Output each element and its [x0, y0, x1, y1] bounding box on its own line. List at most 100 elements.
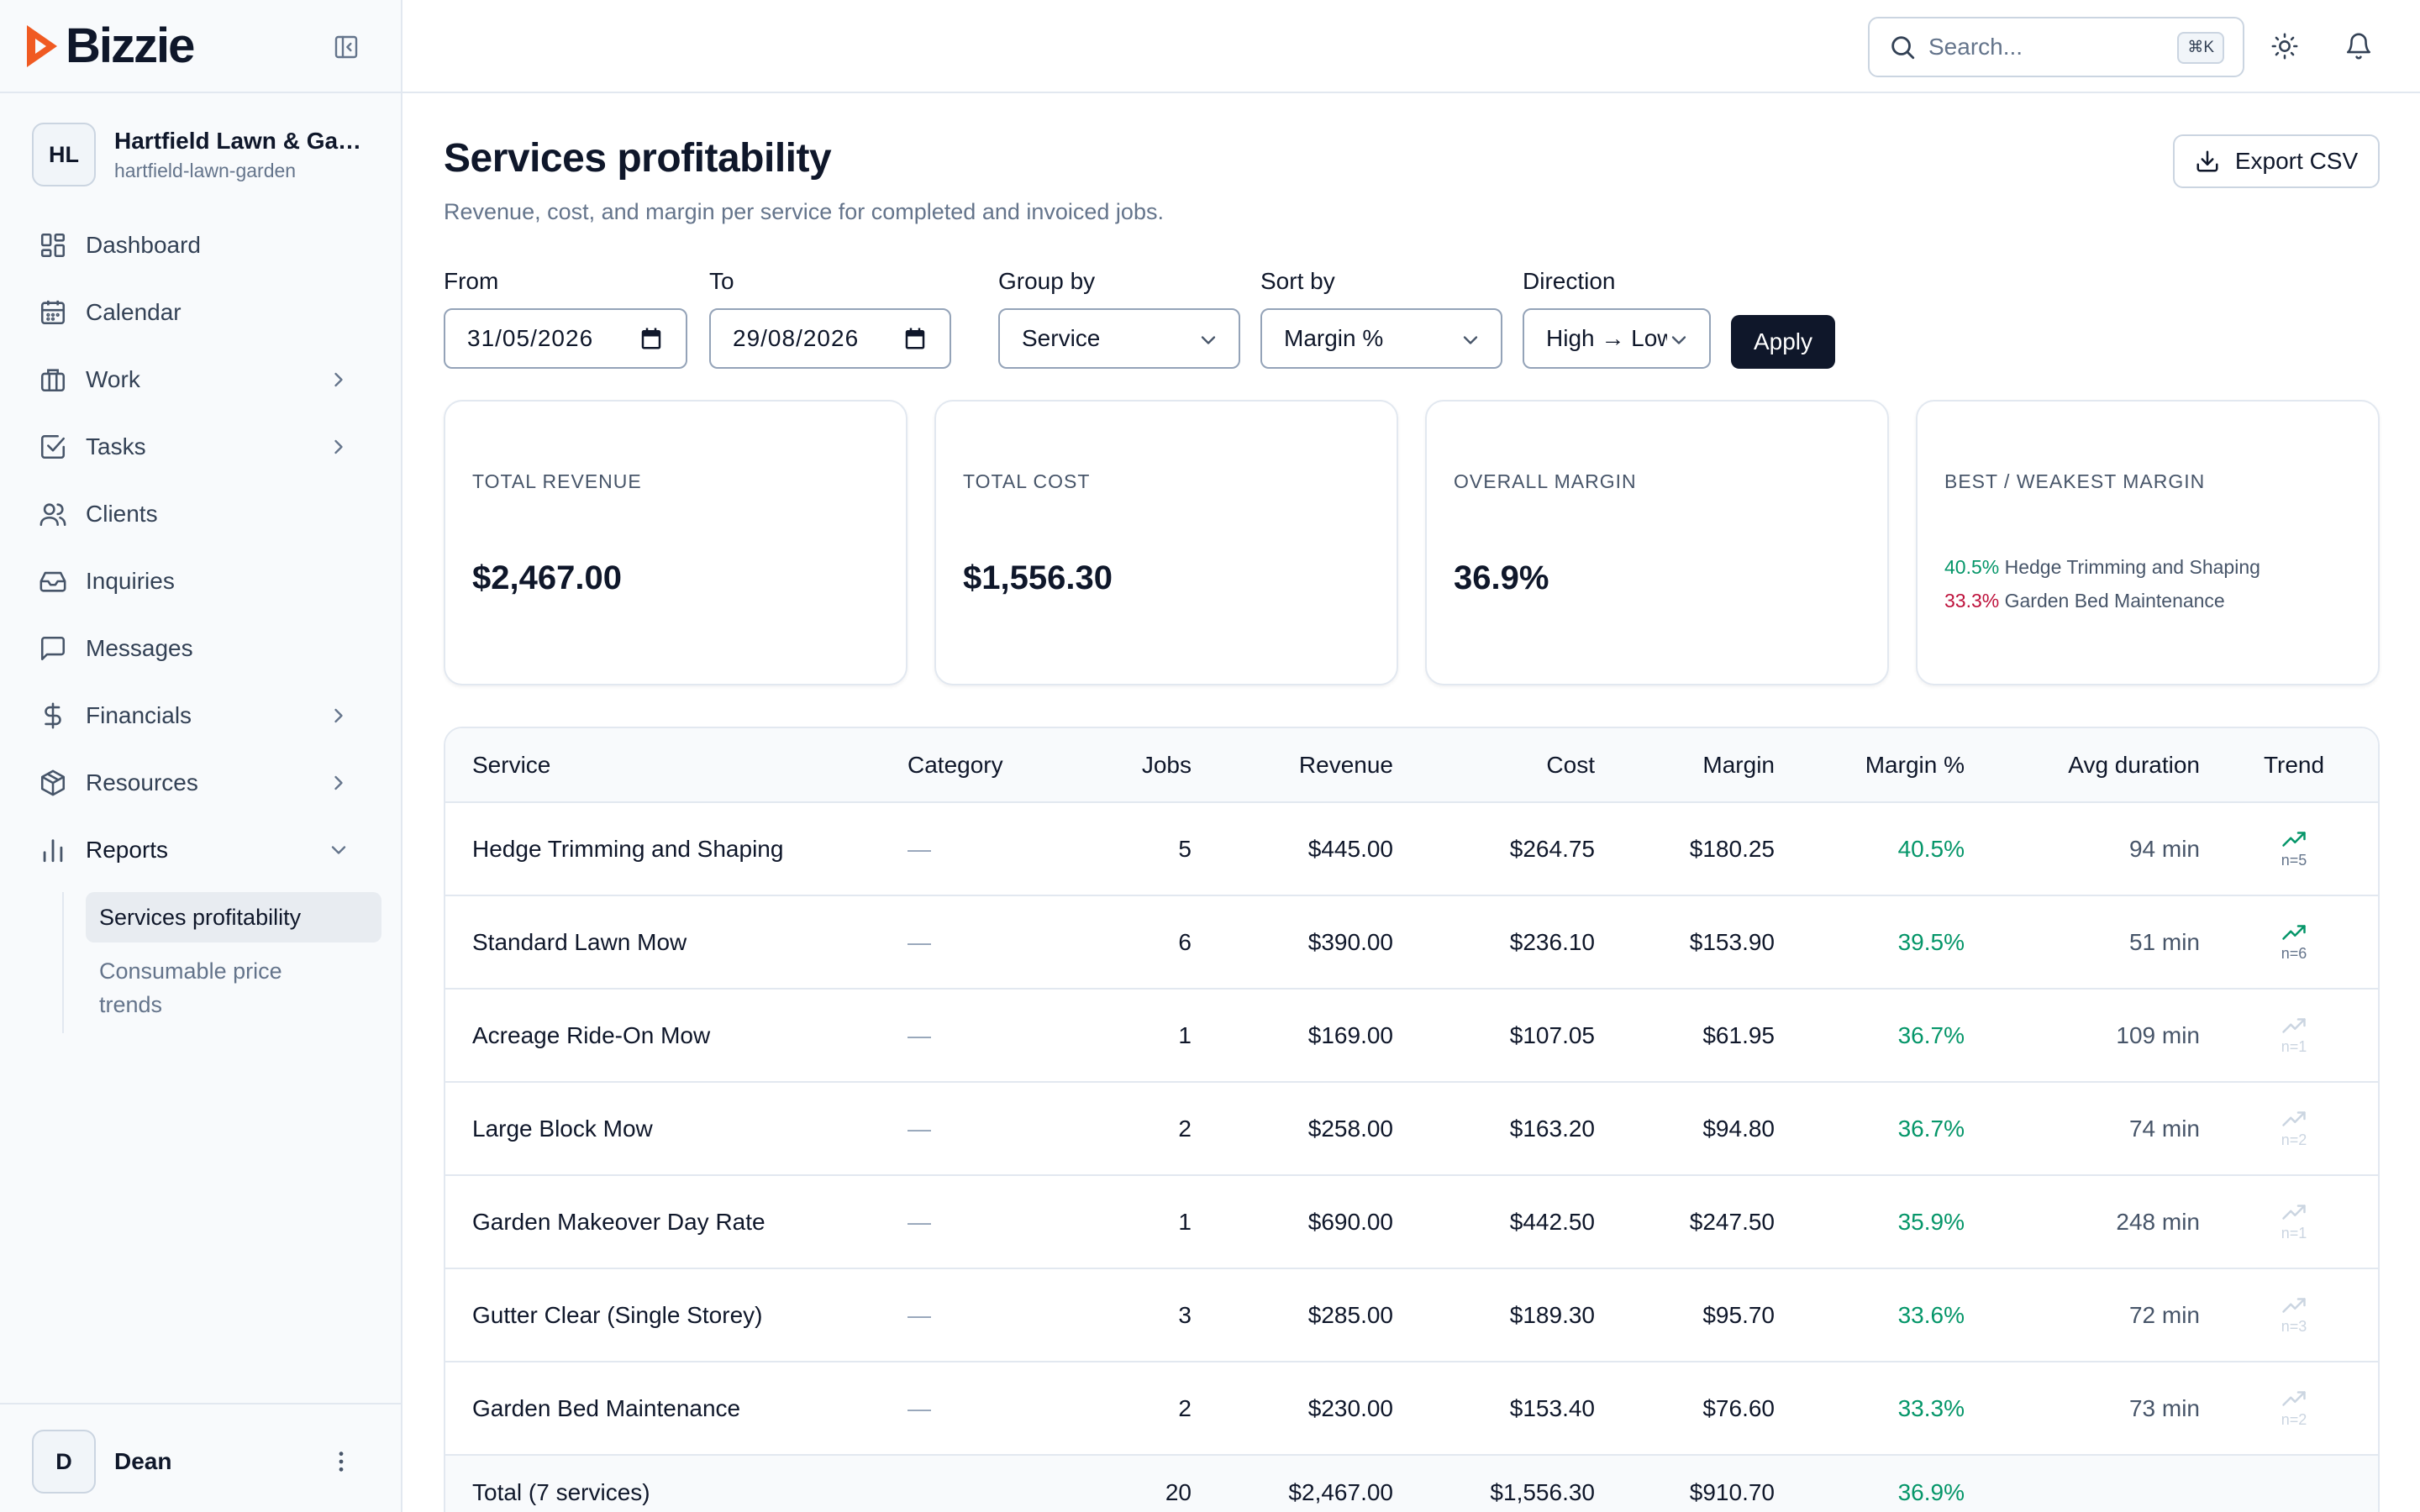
column-header-revenue[interactable]: Revenue [1298, 751, 1393, 778]
subnav-item-consumable-price-trends[interactable]: Consumable price trends [99, 958, 282, 1017]
from-field: From 31/05/2026 [444, 265, 687, 369]
table-row[interactable]: Hedge Trimming and Shaping — 5 $445.00 $… [445, 802, 2378, 895]
page-title: Services profitability [444, 136, 832, 181]
total-margin-pct: 36.9% [1897, 1479, 1965, 1505]
cell-service: Garden Makeover Day Rate [472, 1208, 765, 1235]
card-label: Best / weakest margin [1944, 470, 2206, 492]
from-date-input[interactable]: 31/05/2026 [444, 308, 687, 369]
direction-select[interactable]: High → Low [1523, 308, 1711, 369]
search-box[interactable]: ⌘K [1868, 17, 2244, 77]
table-row[interactable]: Garden Bed Maintenance — 2 $230.00 $153.… [445, 1362, 2378, 1455]
cell-service: Hedge Trimming and Shaping [472, 835, 784, 862]
sidebar-item-messages[interactable]: Messages [25, 615, 382, 682]
trend-indicator: n=2 [2281, 1108, 2307, 1149]
calendar-icon[interactable] [902, 326, 928, 351]
table-row[interactable]: Acreage Ride-On Mow — 1 $169.00 $107.05 … [445, 989, 2378, 1082]
cell-revenue: $390.00 [1307, 928, 1393, 955]
sidebar-item-tasks[interactable]: Tasks [25, 413, 382, 480]
to-label: To [709, 268, 734, 294]
cell-avg-duration: 74 min [2128, 1115, 2200, 1142]
sidebar: Bizzie HL Hartfield Lawn & Garden hartfi… [0, 0, 402, 1512]
sidebar-item-clients[interactable]: Clients [25, 480, 382, 548]
trend-sample-size: n=2 [2281, 1411, 2307, 1428]
sidebar-item-label: Dashboard [86, 232, 201, 258]
cell-margin: $247.50 [1689, 1208, 1775, 1235]
sidebar-item-reports[interactable]: Reports [25, 816, 382, 884]
sidebar-item-inquiries[interactable]: Inquiries [25, 548, 382, 615]
from-date-value: 31/05/2026 [467, 325, 594, 351]
sidebar-item-dashboard[interactable]: Dashboard [25, 212, 382, 279]
cell-jobs: 5 [1178, 835, 1192, 862]
bell-icon[interactable] [2344, 32, 2373, 60]
card-value: $2,467.00 [472, 559, 622, 596]
table-row[interactable]: Large Block Mow — 2 $258.00 $163.20 $94.… [445, 1082, 2378, 1175]
sort-by-select[interactable]: Margin % [1260, 308, 1502, 369]
briefcase-icon [40, 369, 66, 392]
inbox-icon [39, 571, 66, 592]
more-vertical-icon[interactable] [328, 1448, 355, 1475]
best-weakest-margin-card: Best / weakest margin 40.5% Hedge Trimmi… [1916, 400, 2380, 685]
sidebar-item-financials[interactable]: Financials [25, 682, 382, 749]
cell-cost: $236.10 [1509, 928, 1595, 955]
cell-cost: $107.05 [1509, 1021, 1595, 1048]
card-value: $1,556.30 [963, 559, 1113, 596]
user-name: Dean [114, 1448, 172, 1474]
trend-indicator[interactable]: n=5 [2281, 828, 2307, 869]
column-header-category[interactable]: Category [908, 751, 1003, 778]
table-row[interactable]: Garden Makeover Day Rate — 1 $690.00 $44… [445, 1175, 2378, 1268]
org-switcher[interactable]: HL Hartfield Lawn & Garden hartfield-law… [32, 123, 366, 186]
trending-up-icon [2282, 832, 2306, 847]
trend-indicator[interactable]: n=6 [2281, 921, 2307, 963]
cell-category: — [908, 1208, 931, 1235]
cell-margin: $94.80 [1702, 1115, 1775, 1142]
search-shortcut-badge: ⌘K [2177, 32, 2224, 64]
export-csv-button[interactable]: Export CSV [2173, 134, 2380, 188]
sun-icon[interactable] [2270, 32, 2299, 60]
subnav-item-services-profitability[interactable]: Services profitability [86, 892, 381, 942]
org-avatar: HL [32, 123, 96, 186]
users-icon [39, 503, 66, 527]
sort-by-field: Sort by Margin % [1260, 265, 1502, 369]
cell-avg-duration: 109 min [2116, 1021, 2200, 1048]
sidebar-item-work[interactable]: Work [25, 346, 382, 413]
to-date-input[interactable]: 29/08/2026 [709, 308, 951, 369]
group-by-select[interactable]: Service [998, 308, 1240, 369]
column-header-service[interactable]: Service [472, 751, 551, 778]
cell-revenue: $169.00 [1307, 1021, 1393, 1048]
cell-category: — [908, 1394, 931, 1421]
table-row[interactable]: Standard Lawn Mow — 6 $390.00 $236.10 $1… [445, 895, 2378, 989]
column-header-trend[interactable]: Trend [2263, 751, 2325, 778]
cell-category: — [908, 1301, 931, 1328]
cell-margin: $153.90 [1689, 928, 1775, 955]
bizzie-logo-icon [27, 25, 57, 67]
chevron-down-icon [1459, 328, 1482, 352]
brand-logo[interactable]: Bizzie [25, 22, 195, 71]
trend-indicator: n=2 [2281, 1388, 2307, 1429]
trending-up-icon [2282, 925, 2306, 940]
column-header-jobs[interactable]: Jobs [1141, 751, 1192, 778]
user-avatar[interactable]: D [32, 1430, 96, 1494]
cell-avg-duration: 72 min [2128, 1301, 2200, 1328]
sidebar-item-label: Reports [86, 837, 169, 863]
sidebar-item-resources[interactable]: Resources [25, 749, 382, 816]
total-label: Total (7 services) [472, 1479, 650, 1505]
calendar-icon[interactable] [639, 326, 664, 351]
total-avg-duration [1975, 1455, 2210, 1512]
column-header-avg-duration[interactable]: Avg duration [2068, 751, 2200, 778]
column-header-cost[interactable]: Cost [1546, 751, 1595, 778]
direction-value: High → Low [1546, 325, 1675, 351]
sidebar-item-calendar[interactable]: Calendar [25, 279, 382, 346]
collapse-sidebar-icon[interactable] [333, 34, 360, 60]
sidebar-header: Bizzie [0, 0, 401, 93]
search-input[interactable] [1928, 34, 2164, 60]
trend-sample-size: n=5 [2281, 852, 2307, 869]
column-header-margin[interactable]: Margin [1702, 751, 1775, 778]
cell-margin-pct: 33.3% [1897, 1394, 1965, 1421]
group-by-field: Group by Service [998, 265, 1240, 369]
cell-trend: n=6 [2210, 895, 2378, 989]
table-row[interactable]: Gutter Clear (Single Storey) — 3 $285.00… [445, 1268, 2378, 1362]
column-header-margin-pct[interactable]: Margin % [1865, 751, 1965, 778]
apply-button[interactable]: Apply [1731, 315, 1835, 369]
cell-service: Gutter Clear (Single Storey) [472, 1301, 763, 1328]
total-revenue-card: Total revenue $2,467.00 [444, 400, 908, 685]
